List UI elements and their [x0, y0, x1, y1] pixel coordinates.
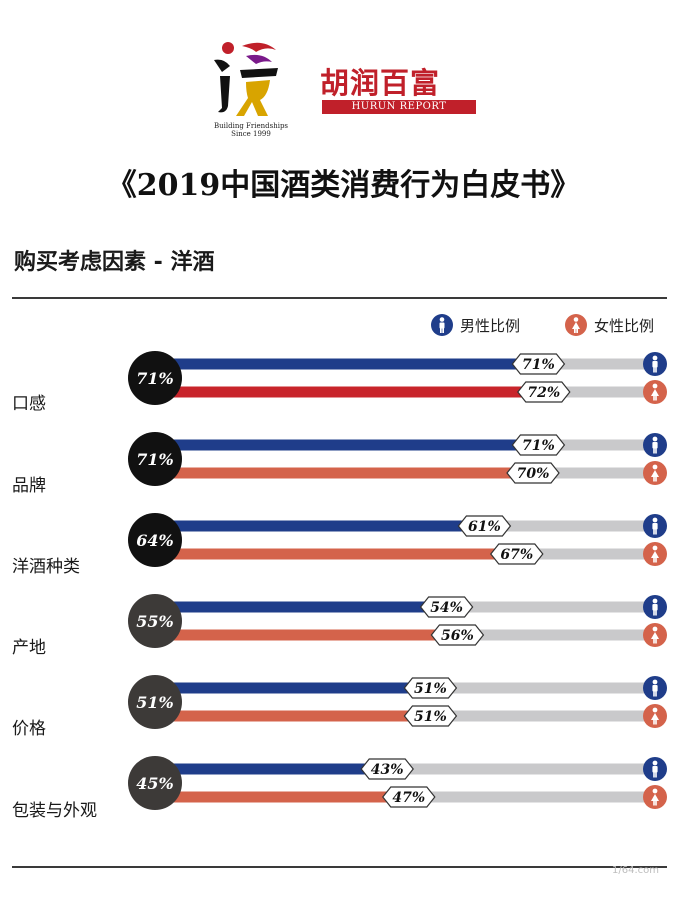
header: Building Friendships Since 1999 胡润百富 HUR… [0, 0, 687, 150]
consideration-bar-chart: 71% 72% 71% 71% 70% 71% 61% 67% 64% 54% 56% 55% 51% 5… [0, 350, 687, 840]
female-icon [643, 623, 667, 647]
female-value-label: 47% [392, 790, 425, 806]
friendship-logo: Building Friendships Since 1999 [206, 36, 290, 142]
female-icon [643, 542, 667, 566]
female-icon [643, 380, 667, 404]
male-value-label: 51% [414, 681, 447, 697]
female-bar [155, 630, 457, 641]
friendship-logo-icon [206, 36, 290, 120]
total-value-label: 51% [136, 693, 173, 712]
female-bar [155, 468, 533, 479]
male-icon [643, 595, 667, 619]
section-title: 购买考虑因素 - 洋酒 [14, 244, 214, 276]
male-bar [155, 683, 430, 694]
bottom-divider [12, 866, 667, 868]
male-bar [155, 521, 484, 532]
male-icon [643, 676, 667, 700]
female-value-label: 70% [517, 466, 550, 482]
male-bar [155, 440, 538, 451]
legend-female: 女性比例 [564, 313, 654, 337]
male-value-label: 54% [430, 600, 463, 616]
female-bar [155, 792, 409, 803]
logo-tagline: Building Friendships [206, 122, 296, 130]
total-value-label: 71% [136, 450, 173, 469]
total-value-label: 71% [136, 369, 173, 388]
male-bar [155, 359, 538, 370]
total-value-label: 55% [136, 612, 173, 631]
hurun-logo: 胡润百富 HURUN REPORT [320, 60, 478, 116]
female-bar [155, 711, 430, 722]
female-icon [643, 461, 667, 485]
watermark: 1/64.com [612, 865, 659, 876]
legend-male-label: 男性比例 [460, 315, 520, 336]
male-icon [643, 514, 667, 538]
top-divider [12, 297, 667, 299]
female-value-label: 67% [500, 547, 533, 563]
male-bar [155, 764, 387, 775]
male-value-label: 43% [371, 762, 404, 778]
hurun-logo-en: HURUN REPORT [322, 100, 476, 114]
logo-since: Since 1999 [206, 130, 296, 138]
male-value-label: 71% [522, 438, 555, 454]
hurun-logo-cn: 胡润百富 [320, 60, 440, 102]
total-value-label: 45% [136, 774, 173, 793]
male-icon [430, 313, 454, 337]
female-value-label: 56% [441, 628, 474, 644]
page-title: 《2019中国酒类消费行为白皮书》 [0, 160, 687, 204]
male-value-label: 71% [522, 357, 555, 373]
female-value-label: 72% [527, 385, 560, 401]
female-icon [564, 313, 588, 337]
male-value-label: 61% [468, 519, 501, 535]
total-value-label: 64% [136, 531, 173, 550]
female-icon [643, 785, 667, 809]
female-bar [155, 387, 544, 398]
male-icon [643, 757, 667, 781]
female-bar [155, 549, 517, 560]
male-bar [155, 602, 447, 613]
female-value-label: 51% [414, 709, 447, 725]
male-icon [643, 433, 667, 457]
legend-female-label: 女性比例 [594, 315, 654, 336]
male-icon [643, 352, 667, 376]
legend-male: 男性比例 [430, 313, 520, 337]
female-icon [643, 704, 667, 728]
